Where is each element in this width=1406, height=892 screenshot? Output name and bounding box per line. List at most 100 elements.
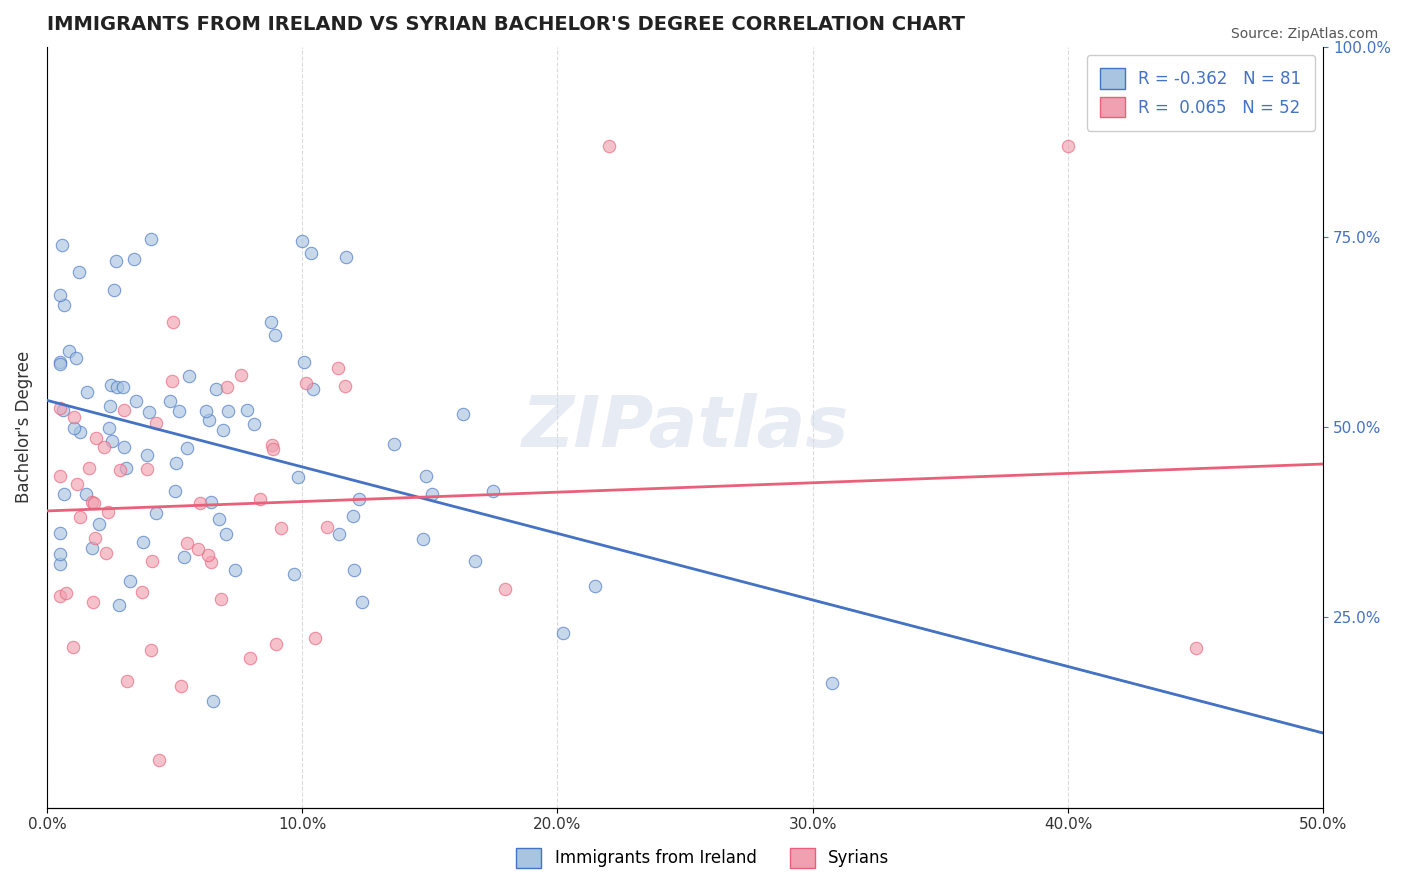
Point (48, 287, 70, 301)
Point (77, 461, 100, 475)
Point (287, 470, 309, 484)
Point (107, 599, 129, 613)
Point (343, 563, 366, 577)
Point (188, 495, 211, 509)
Point (249, 491, 271, 506)
Point (262, 442, 284, 457)
Point (420, 486, 443, 500)
Point (63, 410, 86, 425)
Point (215, 527, 238, 541)
Point (160, 374, 183, 388)
Point (304, 631, 326, 645)
Point (83, 531, 105, 545)
Point (197, 549, 219, 563)
Point (138, 405, 160, 419)
Point (292, 355, 315, 369)
Point (94, 546, 117, 560)
Point (82, 541, 104, 555)
Point (173, 550, 195, 565)
Point (53, 298, 76, 312)
Point (82, 595, 104, 609)
Point (335, 250, 357, 264)
Point (187, 542, 209, 557)
Point (52, 486, 75, 500)
Point (139, 642, 162, 657)
Point (242, 417, 264, 431)
Point (139, 232, 162, 246)
Text: ZIPatlas: ZIPatlas (522, 392, 849, 462)
Y-axis label: Bachelor's Degree: Bachelor's Degree (15, 351, 32, 503)
Point (382, 436, 405, 450)
Point (209, 591, 232, 606)
Point (1184, 640, 1206, 655)
Point (112, 403, 135, 417)
Point (63, 421, 86, 435)
Point (291, 234, 314, 248)
Point (87, 516, 110, 531)
Point (264, 327, 287, 342)
Point (200, 495, 222, 509)
Point (463, 554, 485, 568)
Point (316, 520, 339, 534)
Point (1057, 138, 1080, 153)
Point (159, 394, 181, 409)
Point (295, 376, 318, 390)
Point (97, 505, 120, 519)
Point (93, 441, 115, 455)
Point (105, 380, 128, 394)
Point (48, 525, 70, 540)
Point (349, 491, 371, 506)
Point (48, 589, 70, 603)
Point (301, 382, 323, 396)
Point (208, 512, 231, 526)
Point (83, 496, 105, 510)
Point (176, 535, 198, 549)
Point (169, 679, 191, 693)
Point (198, 413, 221, 427)
Point (176, 442, 198, 456)
Point (165, 483, 187, 498)
Point (412, 532, 434, 546)
Point (299, 246, 322, 260)
Point (145, 507, 167, 521)
Point (131, 585, 153, 599)
Point (270, 521, 292, 535)
Point (67, 265, 90, 279)
Point (583, 578, 606, 592)
Legend: R = -0.362   N = 81, R =  0.065   N = 52: R = -0.362 N = 81, R = 0.065 N = 52 (1087, 55, 1315, 130)
Point (120, 574, 142, 589)
Text: IMMIGRANTS FROM IRELAND VS SYRIAN BACHELOR'S DEGREE CORRELATION CHART: IMMIGRANTS FROM IRELAND VS SYRIAN BACHEL… (46, 15, 965, 34)
Point (80, 495, 103, 509)
Point (98, 400, 121, 414)
Point (101, 434, 124, 448)
Point (148, 754, 170, 768)
Point (262, 438, 284, 452)
Point (65, 351, 87, 365)
Point (100, 377, 122, 392)
Point (136, 462, 159, 476)
Point (239, 651, 262, 665)
Point (122, 252, 145, 266)
Point (97, 421, 120, 435)
Point (264, 637, 287, 651)
Point (598, 138, 620, 153)
Point (62, 640, 84, 654)
Point (335, 379, 357, 393)
Point (66, 477, 89, 491)
Point (352, 595, 374, 609)
Point (453, 407, 475, 421)
Point (202, 693, 225, 707)
Point (58, 343, 80, 358)
Point (108, 463, 131, 477)
Point (162, 314, 184, 328)
Point (132, 535, 155, 549)
Point (48, 355, 70, 369)
Point (84, 431, 107, 445)
Point (48, 547, 70, 561)
Point (283, 567, 305, 582)
Point (205, 382, 228, 396)
Point (217, 380, 239, 394)
Legend: Immigrants from Ireland, Syrians: Immigrants from Ireland, Syrians (510, 841, 896, 875)
Point (112, 440, 135, 454)
Point (260, 314, 283, 328)
